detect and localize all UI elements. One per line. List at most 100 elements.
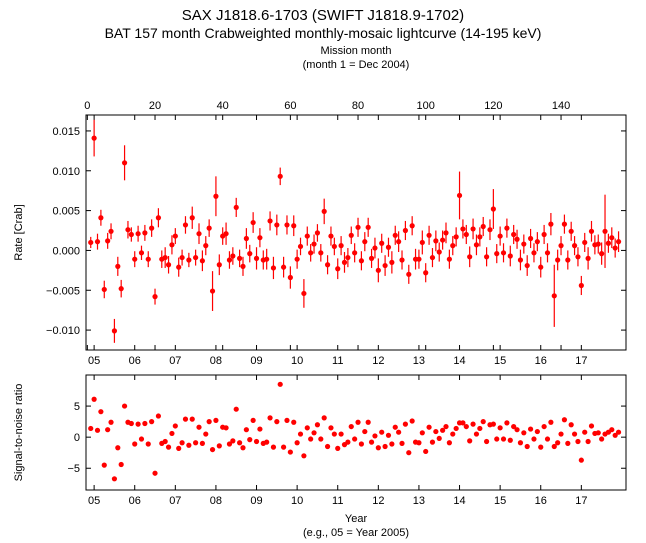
- data-point: [474, 242, 479, 247]
- snr-point: [616, 430, 621, 435]
- data-point: [372, 245, 377, 250]
- data-point: [176, 265, 181, 270]
- data-point: [102, 287, 107, 292]
- data-point: [589, 229, 594, 234]
- snr-point: [129, 421, 134, 426]
- data-point: [525, 263, 530, 268]
- top-tick-label: 0: [84, 100, 90, 112]
- snr-point: [213, 418, 218, 423]
- snr-point: [311, 430, 316, 435]
- data-point: [190, 215, 195, 220]
- top-tick-label: 100: [417, 100, 435, 112]
- data-point: [217, 262, 222, 267]
- snr-point: [339, 431, 344, 436]
- top-axis-title-1: Mission month: [321, 45, 392, 57]
- top-tick-label: 120: [484, 100, 502, 112]
- snr-point: [335, 446, 340, 451]
- data-point: [470, 226, 475, 231]
- snr-point: [423, 449, 428, 454]
- snr-point: [163, 439, 168, 444]
- snr-point: [366, 420, 371, 425]
- data-point: [119, 286, 124, 291]
- data-point: [166, 262, 171, 267]
- snr-point: [257, 426, 262, 431]
- panel2-data: [88, 382, 621, 482]
- data-point: [464, 232, 469, 237]
- title-sub: BAT 157 month Crabweighted monthly-mosai…: [105, 25, 542, 41]
- snr-point: [156, 413, 161, 418]
- snr-point: [295, 440, 300, 445]
- snr-point: [230, 438, 235, 443]
- data-point: [95, 239, 100, 244]
- snr-point: [575, 439, 580, 444]
- data-point: [240, 264, 245, 269]
- snr-point: [467, 438, 472, 443]
- p1-xtick-label: 12: [372, 355, 384, 367]
- data-point: [494, 251, 499, 256]
- data-point: [247, 251, 252, 256]
- data-point: [318, 250, 323, 255]
- top-axis-title-2: (month 1 = Dec 2004): [303, 59, 410, 71]
- data-point: [410, 223, 415, 228]
- data-point: [504, 226, 509, 231]
- snr-point: [183, 417, 188, 422]
- snr-point: [98, 409, 103, 414]
- data-point: [295, 257, 300, 262]
- data-point: [613, 245, 618, 250]
- data-point: [251, 220, 256, 225]
- snr-point: [410, 418, 415, 423]
- snr-point: [437, 436, 442, 441]
- data-point: [382, 263, 387, 268]
- data-point: [538, 265, 543, 270]
- data-point: [203, 243, 208, 248]
- p2-xtick-label: 09: [250, 495, 262, 507]
- data-point: [328, 233, 333, 238]
- snr-point: [223, 425, 228, 430]
- data-point: [254, 256, 259, 261]
- snr-point: [322, 415, 327, 420]
- data-point: [542, 232, 547, 237]
- snr-point: [173, 423, 178, 428]
- snr-point: [210, 447, 215, 452]
- data-point: [186, 257, 191, 262]
- snr-point: [477, 426, 482, 431]
- snr-point: [372, 433, 377, 438]
- data-point: [115, 264, 120, 269]
- data-point: [579, 283, 584, 288]
- snr-point: [572, 431, 577, 436]
- data-point: [281, 265, 286, 270]
- bottom-axis-title-1: Year: [345, 513, 368, 525]
- data-point: [596, 241, 601, 246]
- snr-point: [332, 431, 337, 436]
- snr-point: [599, 436, 604, 441]
- data-point: [447, 257, 452, 262]
- data-point: [609, 235, 614, 240]
- snr-point: [274, 419, 279, 424]
- snr-point: [430, 440, 435, 445]
- top-tick-label: 60: [284, 100, 296, 112]
- y1-tick-label: 0.015: [52, 126, 80, 138]
- data-point: [173, 233, 178, 238]
- data-point: [440, 237, 445, 242]
- data-point: [311, 241, 316, 246]
- snr-point: [298, 431, 303, 436]
- data-point: [234, 205, 239, 210]
- snr-point: [382, 444, 387, 449]
- data-point: [437, 249, 442, 254]
- data-point: [602, 229, 607, 234]
- snr-point: [234, 407, 239, 412]
- p2-xtick-label: 05: [88, 495, 100, 507]
- data-point: [487, 227, 492, 232]
- data-point: [291, 223, 296, 228]
- data-point: [569, 229, 574, 234]
- data-point: [420, 240, 425, 245]
- data-point: [308, 250, 313, 255]
- data-point: [136, 231, 141, 236]
- data-point: [339, 243, 344, 248]
- data-point: [359, 258, 364, 263]
- y1-axis-label: Rate [Crab]: [13, 204, 25, 260]
- data-point: [237, 256, 242, 261]
- data-point: [315, 230, 320, 235]
- data-point: [399, 257, 404, 262]
- data-point: [139, 250, 144, 255]
